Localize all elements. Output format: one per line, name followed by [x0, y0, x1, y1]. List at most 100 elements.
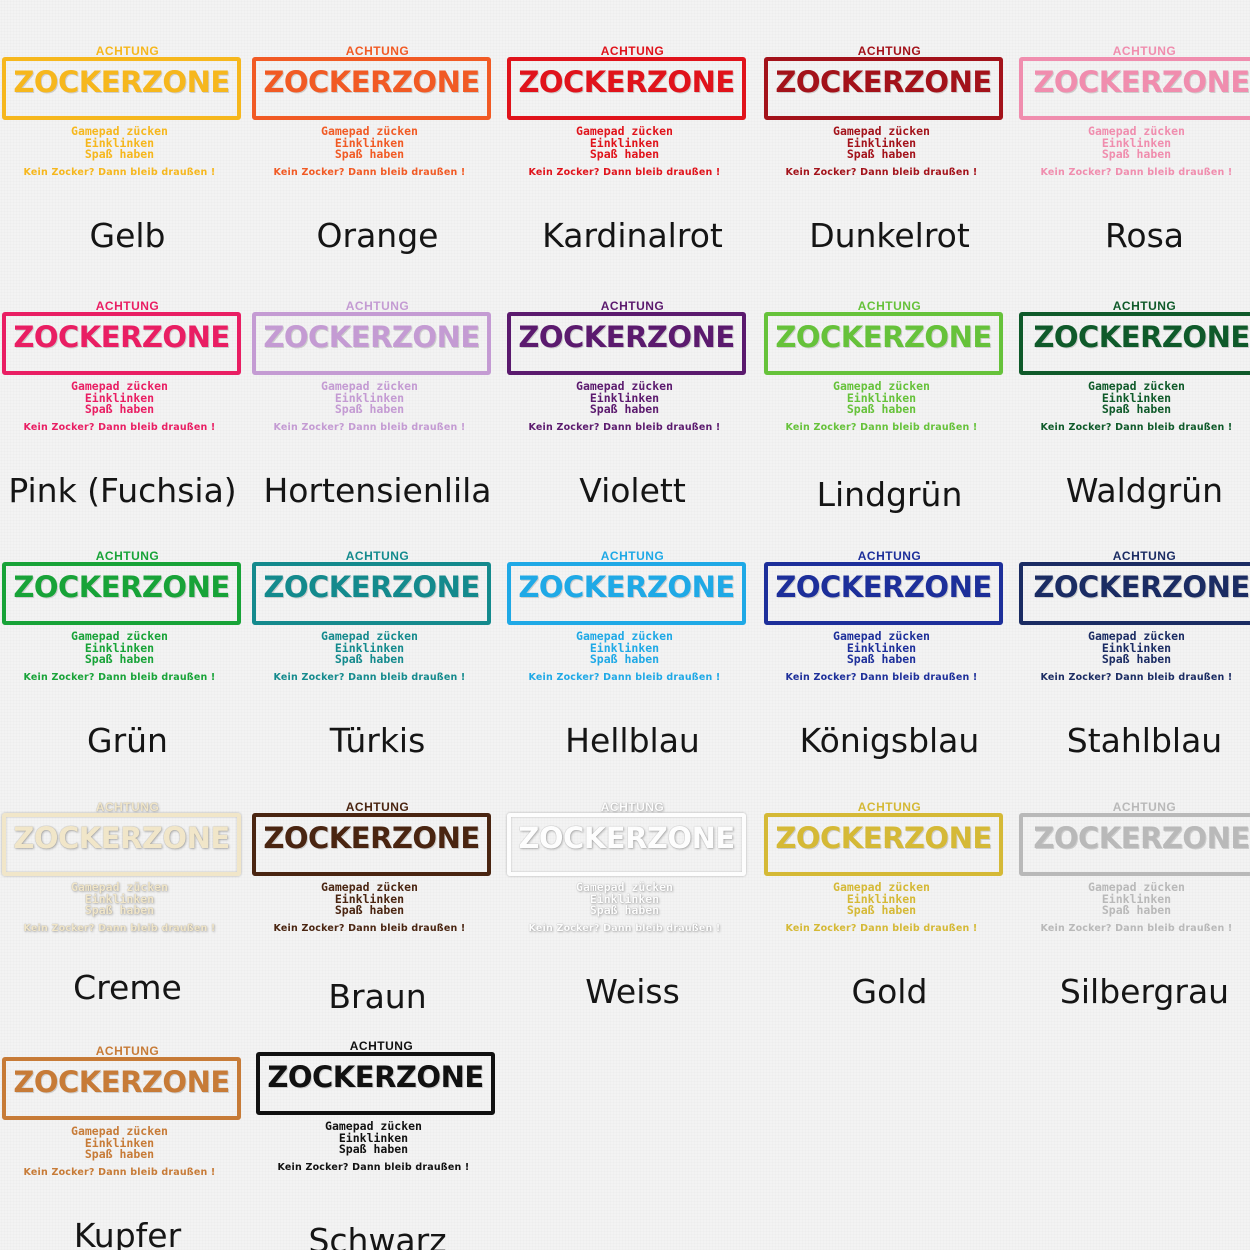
sign-title-text: ZOCKERZONE	[775, 65, 992, 99]
sign-title-frame: ZOCKERZONE	[764, 312, 1003, 375]
sign-body-line: Einklinken	[84, 891, 155, 906]
sign-body-line: Gamepad zücken	[1088, 629, 1185, 643]
sign-body-line: Spaß haben	[338, 1142, 409, 1156]
sign-body-lines: Gamepad zücken Einklinken Spaß haben	[1017, 629, 1250, 666]
color-name-label: Dunkelrot	[809, 216, 970, 255]
sign-body-line: Spaß haben	[846, 903, 917, 917]
sign-body-line: Gamepad zücken	[321, 880, 418, 894]
sign-footer-text: Kein Zocker? Dann bleib draußen !	[785, 422, 978, 433]
sign-title-text: ZOCKERZONE	[1033, 570, 1250, 604]
sign-body-line: Gamepad zücken	[321, 629, 418, 643]
sign-body-line: Spaß haben	[589, 652, 660, 666]
color-swatch: ACHTUNG ZOCKERZONE Gamepad zücken Einklinke…	[0, 505, 255, 760]
sign-footer-text: Kein Zocker? Dann bleib draußen !	[23, 422, 216, 433]
sign-preview: ACHTUNG ZOCKERZONE Gamepad zücken Einklinke…	[1017, 505, 1250, 683]
sign-title-text: ZOCKERZONE	[518, 570, 735, 604]
color-name-label: Grün	[87, 721, 168, 760]
sign-body-line: Einklinken	[84, 1135, 155, 1150]
sign-title-frame: ZOCKERZONE	[1019, 562, 1250, 625]
sign-body-line: Spaß haben	[84, 652, 155, 666]
sign-achtung-text: ACHTUNG	[857, 800, 922, 814]
sign-body-line: Gamepad zücken	[576, 629, 673, 643]
color-name-label: Schwarz	[308, 1221, 447, 1250]
color-swatch: ACHTUNG ZOCKERZONE Gamepad zücken Einklinke…	[762, 505, 1017, 760]
color-swatch: ACHTUNG ZOCKERZONE Gamepad zücken Einklinke…	[250, 1000, 505, 1250]
sign-title-frame: ZOCKERZONE	[252, 312, 491, 375]
sign-title-text: ZOCKERZONE	[263, 821, 480, 855]
sign-footer-text: Kein Zocker? Dann bleib draußen !	[23, 167, 216, 178]
sign-body-line: Spaß haben	[846, 402, 917, 416]
sign-body-line: Gamepad zücken	[321, 124, 418, 138]
sign-title-text: ZOCKERZONE	[775, 320, 992, 354]
color-swatch: ACHTUNG ZOCKERZONE Gamepad zücken Einklinke…	[762, 756, 1017, 1011]
sign-title-text: ZOCKERZONE	[13, 570, 230, 604]
color-name-label: Weiss	[585, 972, 680, 1011]
sign-achtung-text: ACHTUNG	[1112, 299, 1177, 313]
sign-achtung-text: ACHTUNG	[1112, 800, 1177, 814]
sign-body-line: Spaß haben	[1101, 652, 1172, 666]
sign-body-lines: Gamepad zücken Einklinken Spaß haben	[505, 881, 744, 917]
sign-body-line: Spaß haben	[1101, 402, 1172, 416]
sign-title-text: ZOCKERZONE	[775, 821, 992, 855]
sign-footer-text: Kein Zocker? Dann bleib draußen !	[277, 1162, 470, 1173]
sign-body-line: Gamepad zücken	[71, 379, 168, 393]
sign-body-line: Einklinken	[846, 135, 917, 150]
sign-body-line: Einklinken	[846, 640, 917, 655]
sign-title-frame: ZOCKERZONE	[1019, 57, 1250, 120]
sign-body-lines: Gamepad zücken Einklinken Spaß haben	[762, 380, 1001, 416]
sign-title-frame: ZOCKERZONE	[764, 562, 1003, 625]
sign-footer-text: Kein Zocker? Dann bleib draußen !	[23, 672, 216, 683]
sign-achtung-text: ACHTUNG	[1112, 549, 1177, 563]
color-name-label: Violett	[579, 471, 686, 510]
sign-title-frame: ZOCKERZONE	[507, 813, 746, 876]
sign-body-line: Gamepad zücken	[71, 1124, 168, 1138]
sign-body-line: Spaß haben	[589, 147, 660, 161]
sign-preview: ACHTUNG ZOCKERZONE Gamepad zücken Einklinke…	[762, 505, 1017, 683]
sign-body-lines: Gamepad zücken Einklinken Spaß haben	[505, 629, 744, 666]
sign-body-lines: Gamepad zücken Einklinken Spaß haben	[1017, 881, 1250, 917]
sign-body-line: Einklinken	[334, 390, 405, 405]
sign-title-frame: ZOCKERZONE	[507, 57, 746, 120]
sign-title-frame: ZOCKERZONE	[507, 562, 746, 625]
sign-body-line: Einklinken	[1101, 891, 1172, 906]
sign-achtung-text: ACHTUNG	[600, 299, 665, 313]
color-swatch: ACHTUNG ZOCKERZONE Gamepad zücken Einklinke…	[250, 0, 505, 255]
sign-body-lines: Gamepad zücken Einklinken Spaß haben	[0, 630, 239, 666]
sign-title-text: ZOCKERZONE	[518, 65, 735, 99]
sign-body-line: Gamepad zücken	[833, 629, 930, 643]
sign-achtung-text: ACHTUNG	[95, 44, 160, 58]
sign-achtung-text: ACHTUNG	[95, 1044, 160, 1058]
sign-achtung-text: ACHTUNG	[95, 549, 160, 563]
sign-body-line: Einklinken	[334, 891, 405, 906]
color-name-label: Türkis	[329, 721, 426, 760]
sign-body-line: Einklinken	[589, 135, 660, 150]
sign-preview: ACHTUNG ZOCKERZONE Gamepad zücken Einklinke…	[0, 1000, 255, 1178]
sign-body-line: Gamepad zücken	[833, 124, 930, 138]
sign-achtung-text: ACHTUNG	[345, 800, 410, 814]
sign-preview: ACHTUNG ZOCKERZONE Gamepad zücken Einklinke…	[1017, 0, 1250, 178]
sign-title-text: ZOCKERZONE	[13, 821, 230, 855]
sign-body-line: Einklinken	[84, 640, 155, 655]
sign-preview: ACHTUNG ZOCKERZONE Gamepad zücken Einklinke…	[505, 0, 760, 178]
sign-body-line: Einklinken	[334, 640, 405, 655]
sign-title-frame: ZOCKERZONE	[1019, 312, 1250, 375]
sign-body-line: Einklinken	[1101, 640, 1172, 655]
color-name-label: Orange	[316, 216, 439, 255]
sign-title-text: ZOCKERZONE	[263, 320, 480, 354]
sign-footer-text: Kein Zocker? Dann bleib draußen !	[785, 672, 978, 683]
sign-preview: ACHTUNG ZOCKERZONE Gamepad zücken Einklinke…	[762, 255, 1017, 433]
color-name-label: Waldgrün	[1065, 471, 1224, 510]
sign-title-frame: ZOCKERZONE	[256, 1052, 495, 1115]
sign-body-line: Spaß haben	[334, 903, 405, 917]
sign-body-lines: Gamepad zücken Einklinken Spaß haben	[250, 880, 489, 917]
sign-body-lines: Gamepad zücken Einklinken Spaß haben	[250, 124, 489, 161]
color-name-label: Kupfer	[73, 1216, 182, 1250]
sign-preview: ACHTUNG ZOCKERZONE Gamepad zücken Einklinke…	[250, 255, 505, 433]
sign-body-lines: Gamepad zücken Einklinken Spaß haben	[250, 380, 489, 416]
color-swatch: ACHTUNG ZOCKERZONE Gamepad zücken Einklinke…	[1017, 255, 1250, 510]
color-name-label: Rosa	[1104, 216, 1185, 255]
sign-body-line: Spaß haben	[1101, 147, 1172, 161]
sign-footer-text: Kein Zocker? Dann bleib draußen !	[785, 167, 978, 178]
sign-body-lines: Gamepad zücken Einklinken Spaß haben	[0, 379, 239, 416]
